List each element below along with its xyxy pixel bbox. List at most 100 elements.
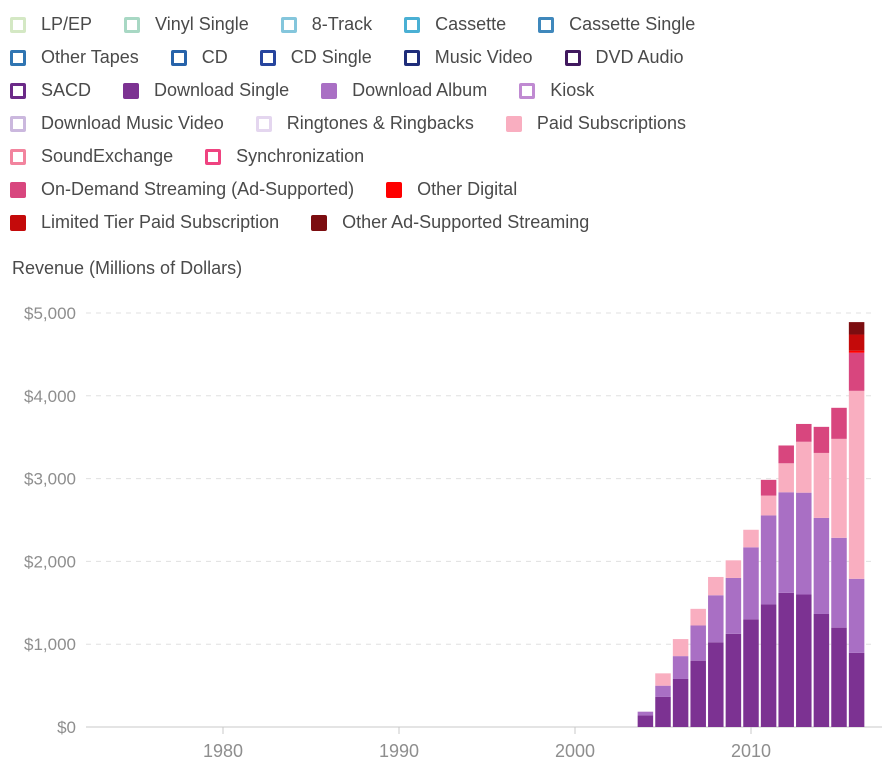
legend-row: SoundExchange Synchronization: [10, 140, 872, 173]
bar-2006-download-single[interactable]: [672, 678, 689, 727]
bar-2015-download-album[interactable]: [831, 537, 847, 628]
legend-item-kiosk[interactable]: Kiosk: [519, 80, 594, 101]
legend-label: Kiosk: [550, 80, 595, 100]
bar-2016-on-demand-streaming-ad-supported[interactable]: [848, 352, 865, 391]
bar-2015-download-single[interactable]: [831, 627, 847, 727]
y-axis-label-4000: $4,000: [24, 387, 76, 406]
legend-swatch-icon: [10, 82, 26, 99]
legend-swatch-icon: [505, 115, 522, 132]
legend-item-download-music-video[interactable]: Download Music Video: [10, 113, 224, 134]
bar-2009-download-single[interactable]: [725, 633, 742, 727]
legend-item-download-single[interactable]: Download Single: [123, 80, 289, 101]
bar-2015-on-demand-streaming-ad-supported[interactable]: [831, 407, 847, 439]
legend-item-ringtones-ringbacks[interactable]: Ringtones & Ringbacks: [255, 113, 474, 134]
bar-2011-download-single[interactable]: [760, 604, 777, 727]
bar-2005-download-single[interactable]: [655, 696, 671, 727]
bar-2011-on-demand-streaming-ad-supported[interactable]: [760, 479, 777, 496]
bar-2010-download-album[interactable]: [743, 547, 759, 620]
bar-2015-paid-subscriptions[interactable]: [831, 438, 847, 538]
legend-item-dvd-audio[interactable]: DVD Audio: [564, 47, 684, 68]
legend-row: LP/EP Vinyl Single 8-Track Cassette Cassette…: [10, 8, 872, 41]
legend-item-limited-tier-paid-subscription[interactable]: Limited Tier Paid Subscription: [10, 212, 279, 233]
bar-2014-download-single[interactable]: [813, 613, 830, 727]
bar-2013-on-demand-streaming-ad-supported[interactable]: [796, 423, 812, 442]
bar-2009-download-album[interactable]: [725, 577, 742, 634]
legend-item-other-digital[interactable]: Other Digital: [386, 179, 517, 200]
legend-label: Music Video: [434, 47, 533, 67]
legend-row: SACD Download Single Download Album Kiosk: [10, 74, 872, 107]
legend-label: CD: [201, 47, 228, 67]
bar-2012-paid-subscriptions[interactable]: [778, 463, 794, 493]
legend-swatch-icon: [124, 16, 141, 33]
legend-item-cd-single[interactable]: CD Single: [259, 47, 372, 68]
legend-row: Limited Tier Paid Subscription Other Ad-S…: [10, 206, 872, 239]
legend-label: Paid Subscriptions: [536, 113, 686, 133]
legend-item-music-video[interactable]: Music Video: [403, 47, 533, 68]
bar-2004-download-single[interactable]: [637, 715, 654, 727]
legend-label: 8-Track: [311, 14, 373, 34]
legend-item-other-ad-supported-streaming[interactable]: Other Ad-Supported Streaming: [311, 212, 589, 233]
legend-item-on-demand-streaming-ad-supported[interactable]: On-Demand Streaming (Ad-Supported): [10, 179, 354, 200]
legend-swatch-icon: [311, 214, 328, 231]
bar-2013-download-album[interactable]: [796, 492, 812, 595]
chart-title: Revenue (Millions of Dollars): [12, 258, 243, 278]
legend-swatch-icon: [10, 181, 26, 198]
bar-2005-download-album[interactable]: [655, 685, 671, 697]
bar-2013-download-single[interactable]: [796, 594, 812, 727]
legend-label: Other Tapes: [41, 47, 139, 67]
bar-2010-paid-subscriptions[interactable]: [743, 529, 759, 548]
legend-label: CD Single: [290, 47, 372, 67]
bar-2016-limited-tier-paid-subscription[interactable]: [848, 334, 865, 351]
legend-item-8-track[interactable]: 8-Track: [280, 14, 373, 35]
legend-item-sacd[interactable]: SACD: [10, 80, 91, 101]
bar-2011-download-album[interactable]: [760, 515, 777, 605]
bar-2009-paid-subscriptions[interactable]: [725, 560, 742, 578]
bar-2006-paid-subscriptions[interactable]: [672, 639, 689, 657]
legend-item-other-tapes[interactable]: Other Tapes: [10, 47, 139, 68]
bar-2010-download-single[interactable]: [743, 619, 759, 727]
bar-2014-download-album[interactable]: [813, 517, 830, 614]
bar-2008-download-single[interactable]: [708, 642, 724, 727]
legend-label: Ringtones & Ringbacks: [286, 113, 474, 133]
bar-2007-download-single[interactable]: [690, 660, 706, 727]
legend-item-cassette[interactable]: Cassette: [404, 14, 506, 35]
legend-item-synchronization[interactable]: Synchronization: [205, 146, 364, 167]
y-axis-label-5000: $5,000: [24, 304, 76, 323]
legend-row: Download Music Video Ringtones & Ringback…: [10, 107, 872, 140]
y-axis-label-1000: $1,000: [24, 635, 76, 654]
legend-label: Limited Tier Paid Subscription: [41, 212, 280, 232]
bar-2016-other-ad-supported-streaming[interactable]: [848, 322, 865, 335]
bar-2016-download-album[interactable]: [848, 578, 865, 653]
legend-item-download-album[interactable]: Download Album: [321, 80, 487, 101]
legend-item-soundexchange[interactable]: SoundExchange: [10, 146, 173, 167]
bar-2012-download-album[interactable]: [778, 492, 794, 593]
legend-swatch-icon: [519, 82, 536, 99]
legend-item-vinyl-single[interactable]: Vinyl Single: [124, 14, 249, 35]
bar-2005-paid-subscriptions[interactable]: [655, 673, 671, 686]
bar-2007-paid-subscriptions[interactable]: [690, 608, 706, 626]
bar-2012-on-demand-streaming-ad-supported[interactable]: [778, 445, 794, 464]
bar-2014-on-demand-streaming-ad-supported[interactable]: [813, 426, 830, 453]
legend-item-paid-subscriptions[interactable]: Paid Subscriptions: [505, 113, 686, 134]
bar-2016-other-digital[interactable]: [848, 350, 865, 353]
bar-2014-paid-subscriptions[interactable]: [813, 452, 830, 518]
bar-2012-download-single[interactable]: [778, 592, 794, 727]
legend-swatch-icon: [255, 115, 272, 132]
bar-2008-download-album[interactable]: [708, 595, 724, 643]
legend-label: Download Album: [352, 80, 488, 100]
legend-swatch-icon: [10, 16, 26, 33]
bar-2007-download-album[interactable]: [690, 625, 706, 661]
bar-2016-download-single[interactable]: [848, 652, 865, 727]
bar-2011-paid-subscriptions[interactable]: [760, 495, 777, 516]
bar-2016-paid-subscriptions[interactable]: [848, 390, 865, 579]
bar-2004-download-album[interactable]: [637, 711, 654, 716]
bar-2006-download-album[interactable]: [672, 656, 689, 679]
legend-item-lp-ep[interactable]: LP/EP: [10, 14, 92, 35]
x-axis-label-1980: 1980: [203, 741, 243, 761]
legend-swatch-icon: [403, 49, 420, 66]
bar-2008-paid-subscriptions[interactable]: [708, 576, 724, 596]
legend-item-cd[interactable]: CD: [170, 47, 228, 68]
bar-2013-paid-subscriptions[interactable]: [796, 441, 812, 493]
legend-swatch-icon: [404, 16, 421, 33]
legend-item-cassette-single[interactable]: Cassette Single: [538, 14, 695, 35]
